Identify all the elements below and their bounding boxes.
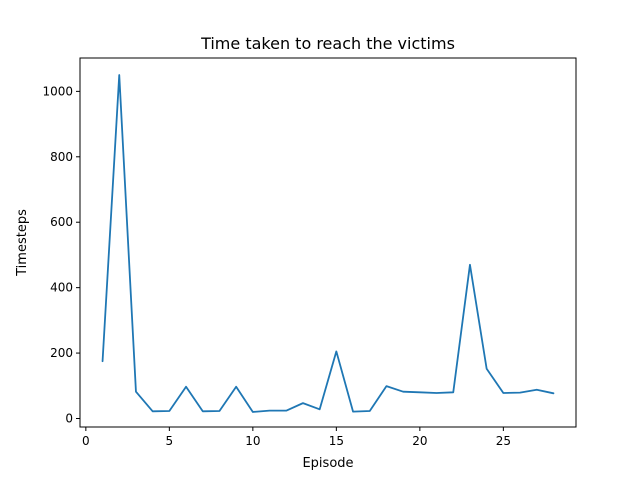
x-tick-label: 5	[166, 434, 174, 448]
y-axis-label: Timesteps	[15, 209, 30, 277]
y-tick-label: 600	[50, 215, 73, 229]
y-tick-label: 200	[50, 346, 73, 360]
x-tick-label: 15	[329, 434, 344, 448]
axes-frame	[79, 57, 577, 428]
x-tick-label: 20	[412, 434, 427, 448]
chart-title: Time taken to reach the victims	[200, 34, 455, 53]
y-tick-label: 0	[65, 411, 73, 425]
y-tick-label: 1000	[42, 84, 73, 98]
x-axis-label: Episode	[302, 456, 353, 471]
plot-area	[101, 74, 555, 413]
y-tick-label: 800	[50, 150, 73, 164]
x-tick-label: 25	[496, 434, 511, 448]
series-line	[101, 74, 555, 413]
x-tick-label: 10	[245, 434, 260, 448]
y-tick-label: 400	[50, 281, 73, 295]
axis-ticks: 0 5 10 15 20 25 0 200 400 600 800 1000	[42, 84, 511, 448]
x-tick-label: 0	[82, 434, 90, 448]
